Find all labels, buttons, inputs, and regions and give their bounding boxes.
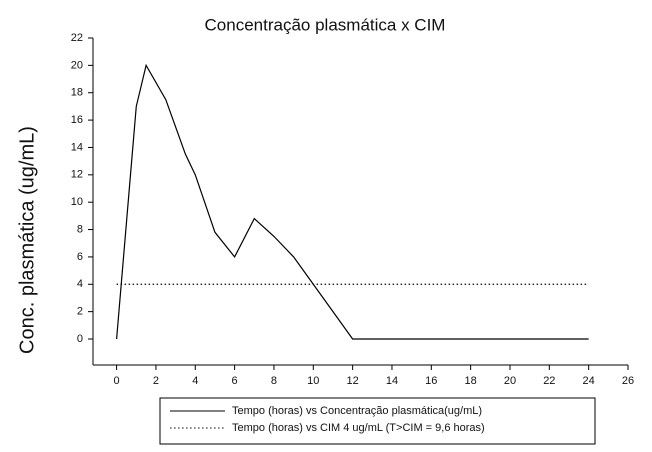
y-tick-label: 18 [71,87,83,99]
x-tick-label: 20 [504,375,516,387]
x-tick-label: 18 [465,375,477,387]
x-tick-label: 26 [622,375,634,387]
legend-box [159,397,596,445]
x-tick-label: 8 [271,375,277,387]
y-tick-label: 4 [77,278,83,290]
y-tick-label: 20 [71,59,83,71]
x-tick-label: 4 [192,375,198,387]
x-tick-label: 0 [114,375,120,387]
data-line [116,63,589,340]
legend-label: Tempo (horas) vs Concentração plasmática… [232,405,482,417]
x-tick-label: 16 [425,375,437,387]
x-tick-label: 24 [583,375,595,387]
y-tick-label: 8 [77,223,83,235]
x-tick-label: 10 [307,375,319,387]
x-tick-label: 2 [153,375,159,387]
y-tick-label: 16 [71,114,83,126]
y-tick-label: 0 [77,333,83,345]
y-tick-label: 2 [77,306,83,318]
y-tick-label: 12 [71,169,83,181]
x-tick-label: 12 [347,375,359,387]
y-tick-label: 14 [71,141,83,153]
x-tick-label: 14 [386,375,398,387]
y-tick-label: 10 [71,196,83,208]
y-axis-label: Conc. plasmática (ug/mL) [16,126,38,354]
y-tick-label: 6 [77,251,83,263]
legend-label: Tempo (horas) vs CIM 4 ug/mL (T>CIM = 9,… [232,422,485,434]
x-tick-label: 22 [543,375,555,387]
x-tick-label: 6 [232,375,238,387]
y-tick-label: 22 [71,32,83,44]
chart-title: Concentração plasmática x CIM [205,15,446,34]
